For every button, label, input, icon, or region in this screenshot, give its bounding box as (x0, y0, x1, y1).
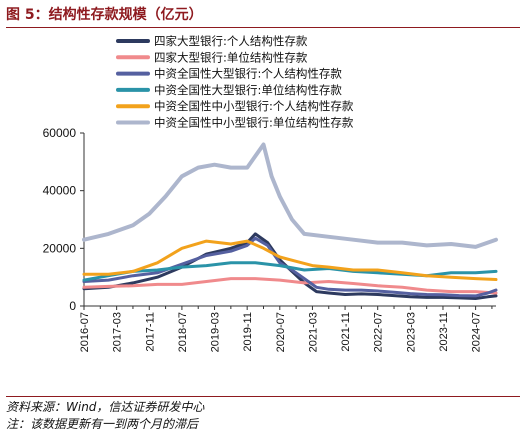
lag-note: 注：该数据更新有一到两个月的滞后 (6, 417, 199, 431)
legend-label: 中资全国性中小型银行:单位结构性存款 (154, 116, 354, 130)
legend-label: 中资全国性大型银行:单位结构性存款 (154, 83, 342, 97)
legend-label: 四家大型银行:单位结构性存款 (154, 50, 308, 64)
series-line-6 (82, 142, 498, 249)
x-tick-label: 2019-11 (242, 312, 254, 352)
x-tick-label: 2023-03 (405, 312, 417, 352)
title-rule (6, 27, 520, 28)
series-line-5 (82, 239, 498, 281)
x-tick-label: 2024-07 (471, 312, 483, 352)
x-tick-label: 2021-03 (307, 312, 319, 352)
x-tick-label: 2017-11 (144, 312, 156, 352)
series-line-3 (82, 236, 498, 298)
y-tick-label: 40000 (43, 184, 77, 198)
y-tick-label: 20000 (43, 241, 77, 255)
legend-label: 四家大型银行:个人结构性存款 (154, 34, 308, 48)
x-tick-label: 2023-11 (438, 312, 450, 352)
footer-rule (6, 396, 520, 397)
series-line-1 (82, 232, 498, 300)
series-line-2 (82, 277, 498, 295)
y-tick-label: 0 (69, 299, 76, 313)
x-tick-label: 2017-03 (112, 312, 124, 352)
figure-title: 图 5：结构性存款规模（亿元） (6, 7, 203, 23)
source-note: 资料来源：Wind，信达证券研发中心 (6, 400, 205, 414)
y-tick-label: 60000 (43, 126, 77, 140)
x-tick-label: 2022-07 (373, 312, 385, 352)
x-tick-label: 2019-03 (210, 312, 222, 352)
x-tick-label: 2016-07 (79, 312, 91, 352)
x-tick-label: 2018-07 (177, 312, 189, 352)
legend-label: 中资全国性大型银行:个人结构性存款 (154, 67, 342, 81)
x-tick-label: 2021-11 (340, 312, 352, 352)
legend-label: 中资全国性中小型银行:个人结构性存款 (154, 99, 354, 113)
x-tick-label: 2020-07 (275, 312, 287, 352)
line-chart: 0 20000 40000 60000 2016-07 2017-03 2017-11 201… (43, 34, 498, 352)
